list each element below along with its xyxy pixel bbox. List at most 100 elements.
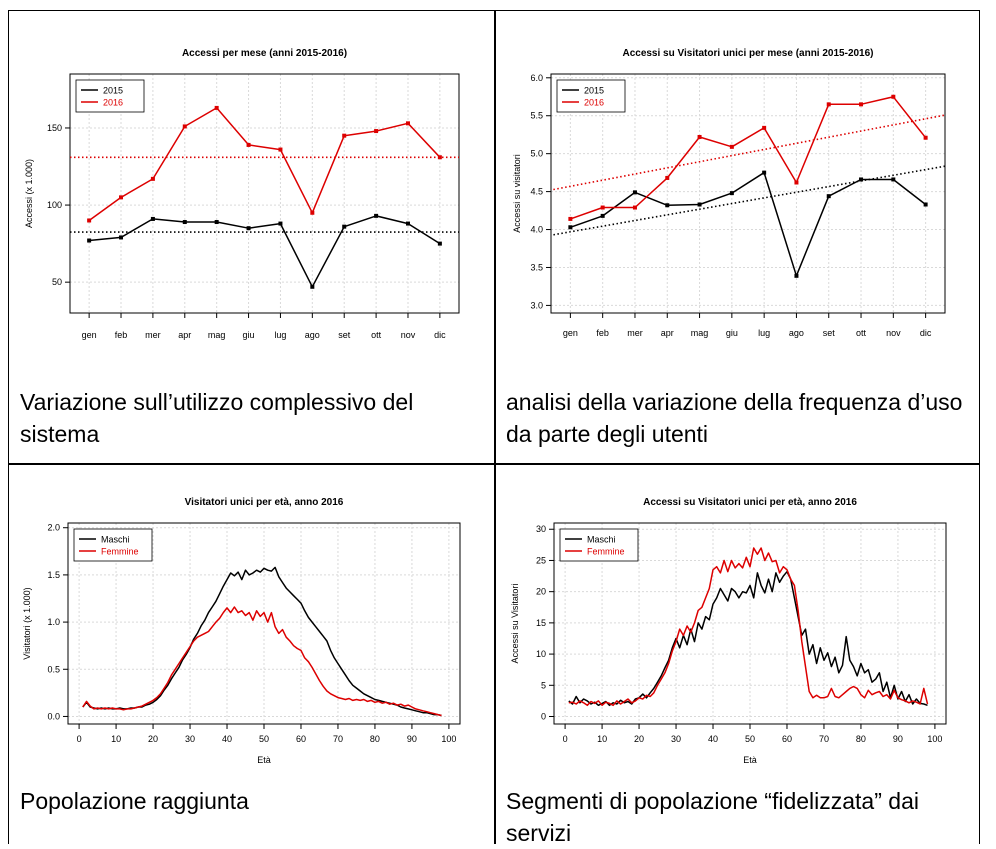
data-point-2016 xyxy=(762,125,767,130)
x-tick-label: dic xyxy=(920,328,932,338)
x-tick-label: 70 xyxy=(819,734,829,744)
legend-box xyxy=(75,79,145,113)
data-point-2015 xyxy=(214,220,219,225)
data-point-2015 xyxy=(568,225,573,230)
data-point-2015 xyxy=(374,213,379,218)
data-point-2015 xyxy=(697,202,702,207)
x-tick-label: set xyxy=(823,328,836,338)
data-point-2015 xyxy=(632,190,637,195)
data-point-2015 xyxy=(923,202,928,207)
legend-box xyxy=(556,79,626,113)
caption-2: analisi della variazione della frequenza… xyxy=(506,389,963,447)
x-tick-label: 30 xyxy=(671,734,681,744)
data-point-2015 xyxy=(859,177,864,182)
x-tick-label: ago xyxy=(305,330,320,340)
trend-line-2016 xyxy=(551,114,945,191)
chart-accessi-su-visitatori-per-eta: Accessi su Visitatori unici per età, ann… xyxy=(510,497,947,765)
legend-label-2015: 2015 xyxy=(103,86,123,96)
data-point-2015 xyxy=(437,241,442,246)
data-point-2016 xyxy=(150,176,155,181)
plot-frame xyxy=(550,73,946,314)
x-tick-label: 40 xyxy=(222,734,232,744)
x-tick-label: ott xyxy=(856,328,867,338)
x-tick-label: apr xyxy=(178,330,191,340)
caption-1: Variazione sull’utilizzo complessivo del… xyxy=(20,389,414,447)
data-point-2016 xyxy=(119,195,124,200)
y-tick-label: 3.5 xyxy=(530,262,543,272)
x-tick-label: 30 xyxy=(185,734,195,744)
data-point-2015 xyxy=(762,170,767,175)
x-tick-label: feb xyxy=(115,330,128,340)
y-tick-label: 15 xyxy=(536,618,546,628)
data-point-2016 xyxy=(87,218,92,223)
x-tick-label: 10 xyxy=(597,734,607,744)
panel-4: Accessi su Visitatori unici per età, ann… xyxy=(496,465,980,846)
data-point-2016 xyxy=(310,210,315,215)
legend-label-Femmine: Femmine xyxy=(587,547,625,557)
y-tick-label: 2.0 xyxy=(47,523,60,533)
plot-frame xyxy=(69,73,460,314)
legend-label-Maschi: Maschi xyxy=(587,535,616,545)
x-tick-label: 50 xyxy=(259,734,269,744)
data-point-2016 xyxy=(794,180,799,185)
x-tick-label: mer xyxy=(145,330,161,340)
x-tick-label: gen xyxy=(82,330,97,340)
data-point-2016 xyxy=(697,134,702,139)
layout-divider-vertical xyxy=(494,10,496,844)
data-point-2016 xyxy=(632,205,637,210)
x-tick-label: 40 xyxy=(708,734,718,744)
x-tick-label: 20 xyxy=(148,734,158,744)
x-tick-label: 0 xyxy=(563,734,568,744)
data-point-2015 xyxy=(182,220,187,225)
x-tick-label: mer xyxy=(627,328,643,338)
x-tick-label: ott xyxy=(371,330,382,340)
chart-accessi-per-mese: Accessi per mese (anni 2015-2016) 50 100 15… xyxy=(24,48,460,340)
legend-label-2015: 2015 xyxy=(584,86,604,96)
y-tick-label: 100 xyxy=(47,200,62,210)
x-tick-label: nov xyxy=(401,330,416,340)
x-tick-label: 100 xyxy=(441,734,456,744)
legend-label-Femmine: Femmine xyxy=(101,547,139,557)
data-point-2016 xyxy=(729,144,734,149)
data-point-2015 xyxy=(246,226,251,231)
data-point-2016 xyxy=(278,147,283,152)
x-tick-label: 0 xyxy=(77,734,82,744)
x-tick-label: giu xyxy=(243,330,255,340)
y-tick-label: 25 xyxy=(536,555,546,565)
x-tick-label: 60 xyxy=(782,734,792,744)
data-point-2016 xyxy=(437,155,442,160)
y-tick-label: 4.0 xyxy=(530,225,543,235)
series-line-2016 xyxy=(570,96,927,220)
x-tick-label: feb xyxy=(596,328,609,338)
y-axis-label: Visitatori (x 1.000) xyxy=(22,587,32,659)
data-point-2015 xyxy=(150,216,155,221)
x-tick-label: apr xyxy=(661,328,674,338)
x-tick-label: 20 xyxy=(634,734,644,744)
x-axis-label: Età xyxy=(743,755,757,765)
x-tick-label: 90 xyxy=(407,734,417,744)
data-point-2015 xyxy=(665,203,670,208)
x-tick-label: gen xyxy=(563,328,578,338)
y-tick-label: 5.0 xyxy=(530,149,543,159)
data-point-2016 xyxy=(891,94,896,99)
y-tick-label: 20 xyxy=(536,587,546,597)
panel-1: Accessi per mese (anni 2015-2016) 50 100 15… xyxy=(8,10,494,463)
legend-label-2016: 2016 xyxy=(584,98,604,108)
legend-label-2016: 2016 xyxy=(103,98,123,108)
data-point-2015 xyxy=(600,213,605,218)
x-tick-label: 100 xyxy=(927,734,942,744)
chart-visitatori-per-eta: Visitatori unici per età, anno 2016 0.0 0.… xyxy=(22,497,461,765)
series-line-Maschi xyxy=(82,566,442,717)
y-axis-label: Accessi (x 1.000) xyxy=(24,159,34,228)
x-tick-label: mag xyxy=(691,328,709,338)
data-point-2015 xyxy=(891,177,896,182)
data-point-2016 xyxy=(214,105,219,110)
x-tick-label: 50 xyxy=(745,734,755,744)
caption-4: Segmenti di popolazione “fidelizzata” da… xyxy=(506,788,919,846)
chart-accessi-su-visitatori-per-mese: Accessi su Visitatori unici per mese (an… xyxy=(512,48,946,338)
data-point-2015 xyxy=(87,238,92,243)
series-line-Femmine xyxy=(568,547,929,707)
y-tick-label: 4.5 xyxy=(530,187,543,197)
y-tick-label: 150 xyxy=(47,123,62,133)
data-point-2016 xyxy=(405,121,410,126)
